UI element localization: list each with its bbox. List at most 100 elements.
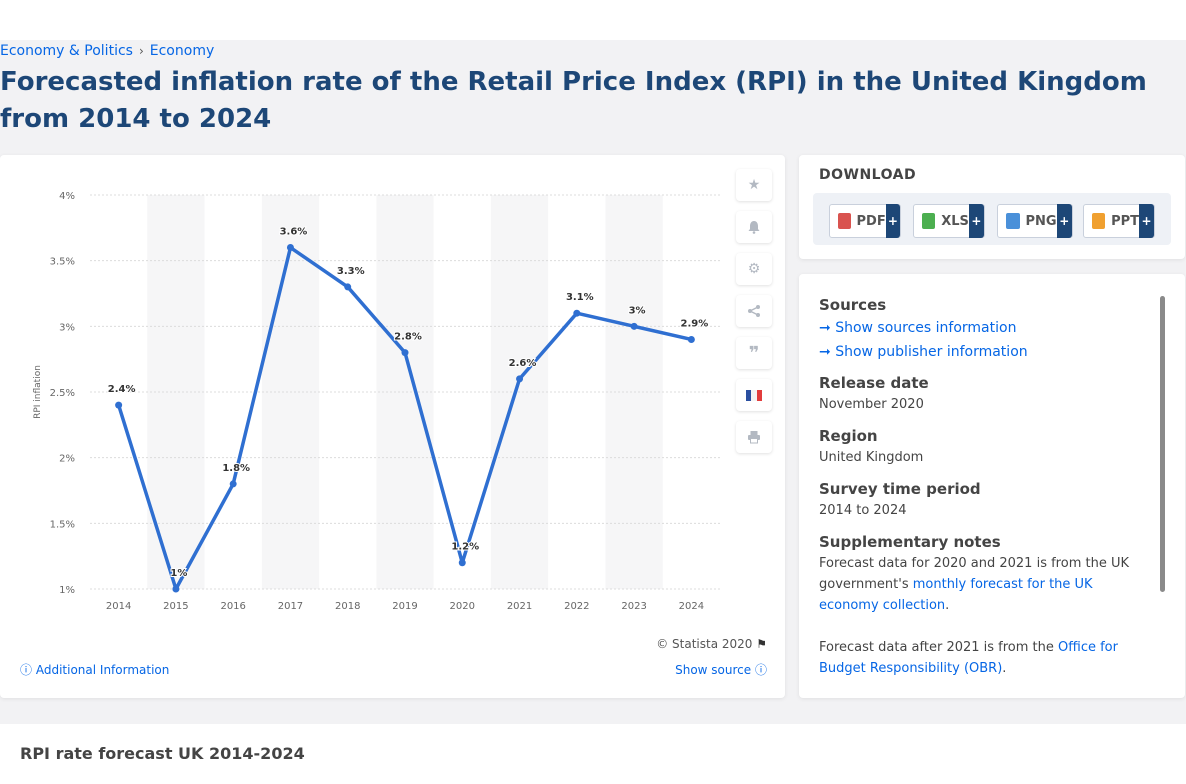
x-tick-label: 2023 — [621, 601, 646, 612]
flag-icon[interactable] — [736, 379, 772, 411]
breadcrumb-economy-politics[interactable]: Economy & Politics — [0, 43, 133, 59]
download-pdf-button[interactable]: PDF + — [829, 204, 901, 238]
arrow-right-icon: ➞ — [819, 344, 831, 360]
data-point — [115, 401, 123, 409]
x-tick-label: 2018 — [335, 601, 360, 612]
download-pdf-label: PDF — [856, 213, 886, 229]
survey-period-heading: Survey time period — [819, 480, 981, 498]
share-icon[interactable] — [736, 295, 772, 327]
download-title: DOWNLOAD — [819, 167, 917, 183]
info-icon: ⓘ — [754, 663, 767, 677]
page-title: Forecasted inflation rate of the Retail … — [0, 67, 1147, 134]
star-icon[interactable]: ★ — [736, 169, 772, 201]
y-tick-label: 1% — [59, 585, 75, 596]
show-publisher-link[interactable]: ➞ Show publisher information — [819, 344, 1028, 360]
chart-card: 1% 1.5% 2% 2.5% 3% 3.5% 4% 2014 2015 2016 2017 2018… — [0, 155, 785, 698]
data-point — [344, 283, 352, 291]
data-label: 3.6% — [280, 227, 308, 238]
supplementary-notes-heading: Supplementary notes — [819, 533, 1001, 551]
download-png-label: PNG — [1025, 213, 1057, 229]
gear-icon[interactable]: ⚙ — [736, 253, 772, 285]
data-label: 2.6% — [509, 358, 537, 369]
x-tick-label: 2016 — [220, 601, 245, 612]
region-heading: Region — [819, 427, 878, 445]
bell-icon[interactable] — [736, 211, 772, 243]
png-file-icon — [1006, 213, 1020, 229]
sources-heading: Sources — [819, 296, 887, 314]
info-scrollbar[interactable] — [1160, 296, 1165, 592]
show-sources-link[interactable]: ➞ Show sources information — [819, 320, 1017, 336]
region-value: United Kingdom — [819, 450, 924, 465]
obr-link[interactable]: Office for Budget Responsibility (OBR) — [819, 640, 1118, 676]
x-tick-label: 2024 — [679, 601, 704, 612]
pdf-file-icon — [838, 213, 851, 229]
chart-toolbar: ★ ⚙ ❞ — [736, 169, 772, 463]
data-label: 3.3% — [337, 266, 365, 277]
download-png-button[interactable]: PNG + — [997, 204, 1073, 238]
data-point — [286, 244, 294, 252]
supplementary-note-1: Forecast data for 2020 and 2021 is from … — [819, 556, 1129, 613]
y-tick-label: 2% — [59, 454, 75, 465]
x-tick-label: 2022 — [564, 601, 589, 612]
data-point — [229, 480, 237, 488]
y-tick-label: 3.5% — [50, 257, 75, 268]
flag-report-icon[interactable]: ⚑ — [756, 637, 767, 651]
data-label: 3% — [629, 305, 646, 316]
x-tick-label: 2017 — [278, 601, 303, 612]
x-tick-label: 2014 — [106, 601, 131, 612]
y-axis-label: RPI inflation — [33, 365, 43, 419]
data-label: 1.2% — [451, 542, 479, 553]
download-xls-label: XLS — [941, 213, 969, 229]
download-ppt-button[interactable]: PPT + — [1083, 204, 1155, 238]
data-point — [516, 375, 524, 383]
download-bar: PDF + XLS + PNG + PPT + — [813, 193, 1171, 245]
copyright: © Statista 2020 ⚑ — [656, 637, 767, 651]
breadcrumb-separator: › — [138, 44, 144, 58]
line-chart: 1% 1.5% 2% 2.5% 3% 3.5% 4% 2014 2015 2016 2017 2018… — [33, 191, 720, 612]
plus-icon[interactable]: + — [885, 204, 900, 238]
y-tick-label: 3% — [59, 322, 75, 333]
x-tick-label: 2015 — [163, 601, 188, 612]
breadcrumb: Economy & Politics › Economy — [0, 43, 214, 59]
statistic-info-card: Sources ➞ Show sources information ➞ Sho… — [799, 274, 1185, 698]
x-tick-label: 2019 — [392, 601, 417, 612]
data-point — [401, 349, 409, 357]
data-point — [458, 559, 466, 567]
data-label: 1.8% — [222, 463, 250, 474]
data-point — [630, 322, 638, 330]
additional-information-link[interactable]: ⓘ Additional Information — [20, 663, 170, 677]
y-tick-label: 4% — [59, 191, 75, 202]
top-bar — [0, 0, 1186, 40]
quote-icon[interactable]: ❞ — [736, 337, 772, 369]
show-source-link[interactable]: Show source ⓘ — [675, 663, 767, 677]
column-band — [376, 195, 434, 589]
plus-icon[interactable]: + — [1056, 204, 1072, 238]
plus-icon[interactable]: + — [1139, 204, 1154, 238]
data-label: 1% — [170, 568, 187, 579]
data-point — [573, 309, 581, 317]
data-label: 3.1% — [566, 292, 594, 303]
download-ppt-label: PPT — [1111, 213, 1140, 229]
download-card: DOWNLOAD PDF + XLS + PNG + PPT + — [799, 155, 1185, 259]
y-tick-label: 2.5% — [50, 388, 75, 399]
ppt-file-icon — [1092, 213, 1106, 229]
data-point — [687, 335, 695, 343]
plus-icon[interactable]: + — [968, 204, 984, 238]
data-label: 2.4% — [108, 384, 136, 395]
arrow-right-icon: ➞ — [819, 320, 831, 336]
supplementary-note-2: Forecast data after 2021 is from the Off… — [819, 640, 1118, 676]
breadcrumb-economy[interactable]: Economy — [149, 43, 215, 59]
info-icon: ⓘ — [20, 663, 33, 677]
x-tick-label: 2021 — [507, 601, 532, 612]
print-icon[interactable] — [736, 421, 772, 453]
xls-file-icon — [922, 213, 936, 229]
data-label: 2.9% — [680, 318, 708, 329]
data-point — [172, 585, 180, 593]
related-section: RPI rate forecast UK 2014-2024 — [0, 724, 1186, 784]
x-tick-label: 2020 — [450, 601, 475, 612]
download-xls-button[interactable]: XLS + — [913, 204, 985, 238]
monthly-forecast-link[interactable]: monthly forecast for the UK economy coll… — [819, 577, 1093, 613]
y-tick-label: 1.5% — [50, 519, 75, 530]
survey-period-value: 2014 to 2024 — [819, 503, 907, 518]
release-date-heading: Release date — [819, 374, 929, 392]
